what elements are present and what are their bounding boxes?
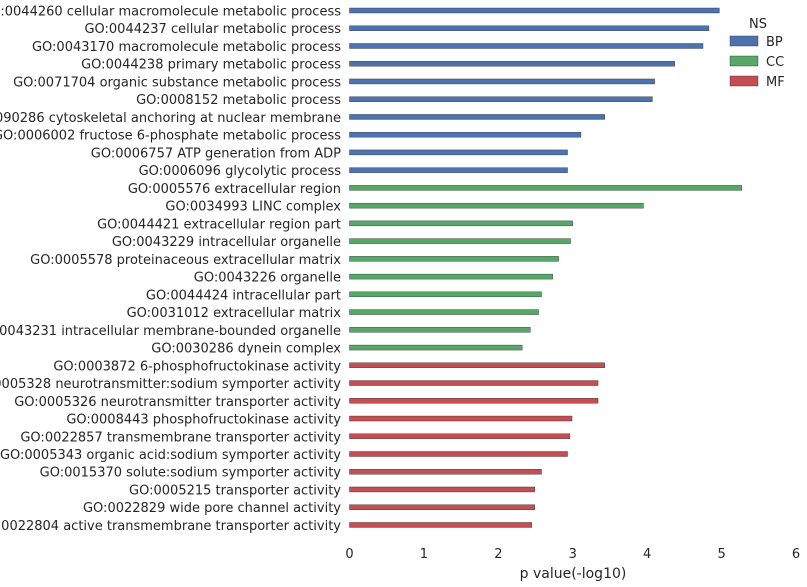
- bar: [349, 61, 675, 67]
- bar: [349, 149, 568, 156]
- bar: [349, 167, 568, 173]
- category-label: GO:0005578 proteinaceous extracellular m…: [30, 253, 341, 268]
- x-tick-label: 2: [494, 547, 502, 562]
- x-tick-label: 1: [420, 547, 428, 562]
- category-label: GO:0022857 transmembrane transporter act…: [20, 430, 341, 445]
- bar: [349, 238, 571, 244]
- bar: [349, 486, 536, 493]
- category-label: GO:0030286 dynein complex: [151, 342, 341, 357]
- legend: NS BP CC MF: [729, 17, 785, 90]
- category-label: GO:0044237 cellular metabolic process: [84, 22, 341, 37]
- bar: [349, 291, 542, 298]
- category-label: GO:0031012 extracellular matrix: [127, 306, 342, 321]
- x-tick-label: 3: [569, 547, 577, 562]
- category-label: GO:0008443 phosphofructokinase activity: [66, 413, 341, 428]
- bar: [349, 380, 599, 386]
- bar: [349, 415, 573, 422]
- category-label: GO:0015370 solute:sodium symporter activ…: [40, 466, 342, 481]
- x-axis-label: p value(-log10): [520, 566, 627, 582]
- bar: [349, 398, 599, 404]
- category-label: GO:0022829 wide pore channel activity: [83, 501, 341, 516]
- category-label: GO:0044260 cellular macromolecule metabo…: [0, 5, 341, 20]
- category-label: GO:0044421 extracellular region part: [97, 217, 341, 232]
- bars-layer: [349, 7, 742, 528]
- legend-label: MF: [766, 75, 785, 90]
- legend-label: CC: [766, 55, 784, 70]
- bar: [349, 25, 710, 31]
- category-label: GO:0005343 organic acid:sodium symporter…: [0, 448, 341, 463]
- category-label: GO:0034993 LINC complex: [165, 200, 341, 215]
- x-tick-label: 0: [345, 547, 353, 562]
- bar: [349, 78, 655, 85]
- category-label: GO:0022804 active transmembrane transpor…: [0, 519, 341, 534]
- legend-swatch: [729, 35, 759, 47]
- bar: [349, 7, 720, 14]
- category-label: GO:0006096 glycolytic process: [139, 164, 342, 179]
- category-label: GO:0005215 transporter activity: [129, 483, 341, 498]
- bar: [349, 469, 542, 475]
- category-label: GO:0071704 organic substance metabolic p…: [13, 75, 341, 90]
- category-label: GO:0043170 macromolecule metabolic proce…: [32, 40, 341, 55]
- x-tick-label: 5: [717, 547, 725, 562]
- bar: [349, 43, 704, 49]
- category-label: GO:0043231 intracellular membrane-bounde…: [0, 324, 341, 339]
- bar: [349, 522, 533, 528]
- bar: [349, 362, 605, 368]
- category-label: GO:0043229 intracellular organelle: [112, 235, 341, 250]
- legend-swatch: [729, 55, 759, 67]
- bar: [349, 433, 570, 439]
- bar: [349, 220, 573, 227]
- category-label: GO:0043226 organelle: [194, 271, 341, 286]
- bar: [349, 273, 553, 280]
- category-label: GO:0005326 neurotransmitter transporter …: [14, 395, 341, 410]
- x-tick-label: 4: [643, 547, 651, 562]
- category-labels: GO:0044260 cellular macromolecule metabo…: [0, 5, 341, 534]
- legend-swatch: [729, 75, 759, 87]
- bar: [349, 256, 559, 262]
- category-label: GO:0008152 metabolic process: [136, 93, 341, 108]
- category-label: GO:0006757 ATP generation from ADP: [91, 146, 341, 161]
- bar: [349, 131, 582, 138]
- category-label: GO:0006002 fructose 6-phosphate metaboli…: [0, 129, 341, 144]
- category-label: GO:0005576 extracellular region: [128, 182, 341, 197]
- bar: [349, 451, 568, 457]
- bar: [349, 96, 653, 102]
- category-label: GO:0003872 6-phosphofructokinase activit…: [53, 359, 341, 374]
- bar: [349, 344, 523, 351]
- category-label: GO:0005328 neurotransmitter:sodium sympo…: [0, 377, 341, 392]
- legend-title: NS: [749, 17, 767, 32]
- bar: [349, 327, 531, 333]
- category-label: GO:0090286 cytoskeletal anchoring at nuc…: [0, 111, 341, 126]
- bar: [349, 114, 605, 120]
- bar: [349, 504, 536, 510]
- x-tick-label: 6: [792, 547, 800, 562]
- legend-label: BP: [766, 35, 783, 50]
- bar: [349, 202, 644, 209]
- category-label: GO:0044424 intracellular part: [146, 288, 341, 303]
- x-axis-ticks: 0 1 2 3 4 5 6: [345, 547, 800, 562]
- bar: [349, 309, 539, 315]
- bar: [349, 185, 742, 191]
- category-label: GO:0044238 primary metabolic process: [81, 58, 341, 73]
